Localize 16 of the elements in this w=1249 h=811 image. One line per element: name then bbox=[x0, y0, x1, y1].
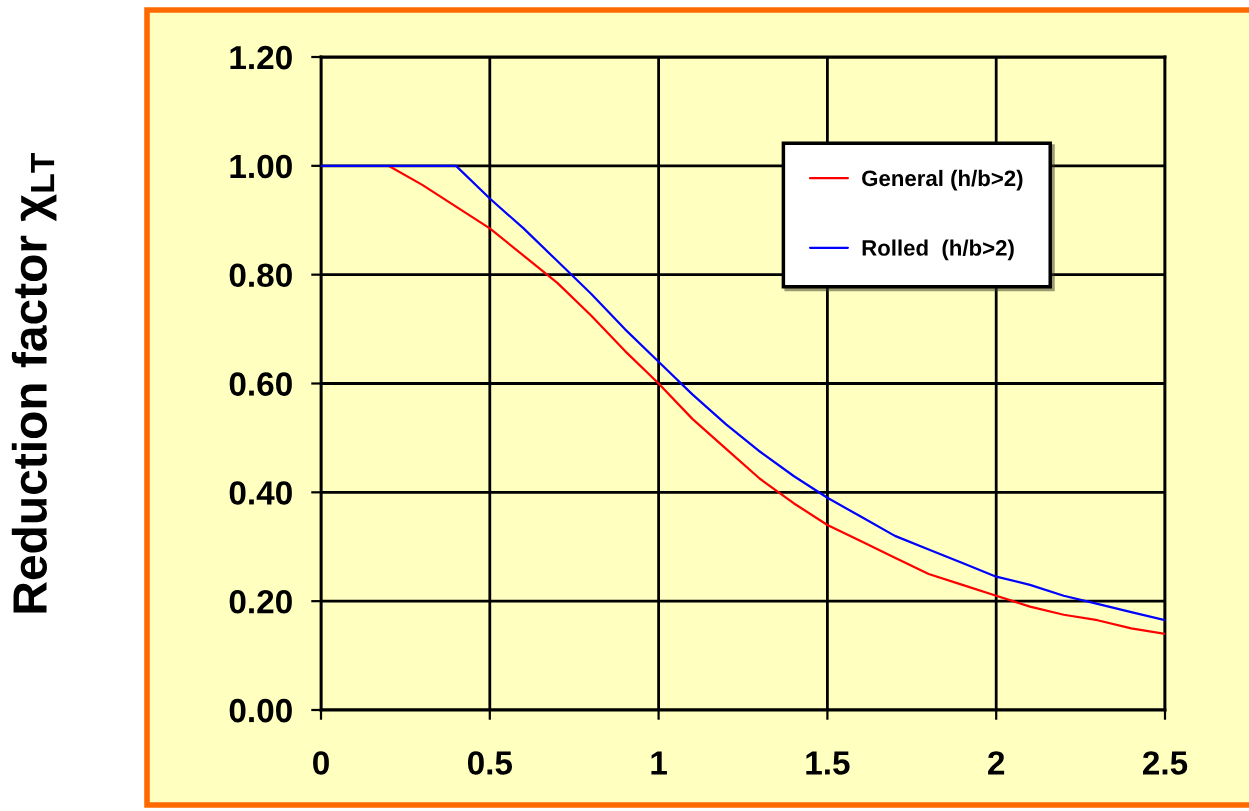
y-tick-label: 0.00 bbox=[229, 698, 292, 723]
y-tick-label: 0.80 bbox=[229, 263, 292, 288]
x-tick-label: 2.5 bbox=[1142, 751, 1188, 775]
y-tick-label: 0.20 bbox=[229, 589, 292, 614]
y-tick-label: 1.00 bbox=[230, 154, 292, 179]
x-tick-label: 0.5 bbox=[467, 751, 513, 775]
y-tick-label: 0.60 bbox=[229, 372, 292, 396]
x-tick-label: 0 bbox=[313, 751, 329, 775]
x-tick-label: 1.5 bbox=[806, 751, 850, 775]
legend-label: General (h/b>2) bbox=[862, 169, 1023, 191]
y-tick-label: 1.20 bbox=[230, 45, 292, 70]
x-tick-label: 1 bbox=[651, 751, 667, 775]
x-tick-label: 2 bbox=[988, 751, 1005, 775]
legend-label: Rolled (h/b>2) bbox=[862, 239, 1014, 261]
y-axis-title: Reduction factor χ$_{LT}$ bbox=[11, 153, 57, 613]
y-tick-label: 0.40 bbox=[229, 481, 292, 505]
